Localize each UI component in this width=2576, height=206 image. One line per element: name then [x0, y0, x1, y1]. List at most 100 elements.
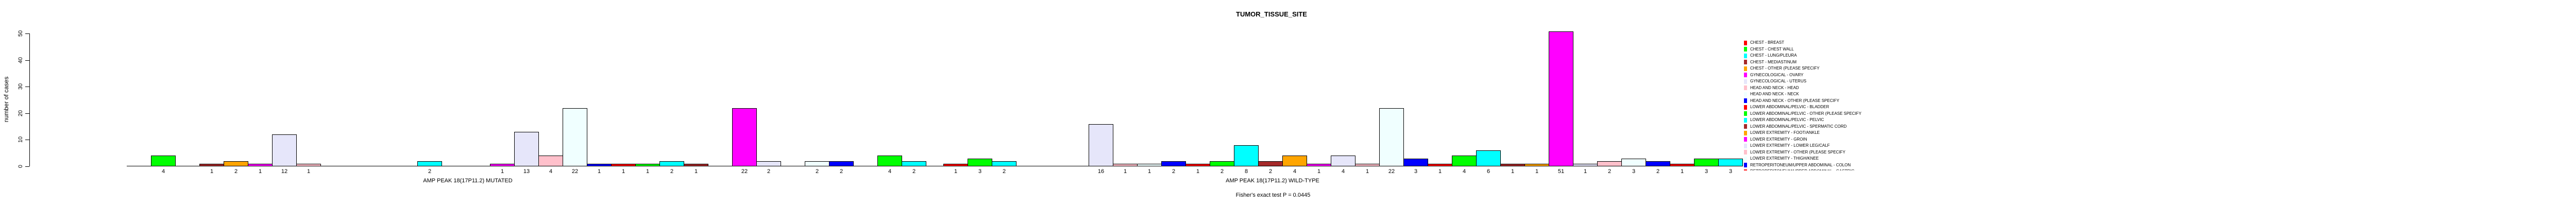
bar-value-label: 1 [1123, 168, 1127, 175]
bar-value-label: 3 [1414, 168, 1418, 175]
bar-group2-cat15 [1282, 156, 1307, 166]
y-tick-label: 30 [18, 83, 24, 90]
legend-item-label: GYNECOLOGICAL - OVARY [1750, 72, 1804, 77]
legend-swatch [1744, 156, 1747, 161]
y-tick-mark [25, 166, 29, 167]
legend-item-label: CHEST - CHEST WALL [1750, 46, 1794, 52]
bar-value-label: 3 [1728, 168, 1733, 175]
legend-swatch [1744, 163, 1747, 168]
legend-swatch [1744, 79, 1747, 84]
bar-value-label: 2 [1002, 168, 1006, 175]
bar-group2-cat7 [1089, 124, 1113, 166]
legend-swatch [1744, 150, 1747, 155]
y-axis-line [29, 33, 30, 166]
bar-value-label: 1 [694, 168, 698, 175]
legend-item-label: HEAD AND NECK - NECK [1750, 92, 1799, 96]
bar-value-label: 1 [500, 168, 504, 175]
bar-value-label: 2 [1656, 168, 1660, 175]
legend-swatch [1744, 137, 1747, 142]
y-tick-label: 0 [18, 164, 24, 168]
legend-item-label: RETROPERITONEUM/UPPER ABDOMINAL - GASTRI… [1750, 168, 1854, 170]
bar-value-label: 1 [1196, 168, 1200, 175]
bar-value-label: 1 [646, 168, 650, 175]
legend-item: HEAD AND NECK - OTHER (PLEASE SPECIFY [1744, 98, 1960, 105]
bar-group2-cat20 [1403, 159, 1428, 166]
legend-item-label: CHEST - OTHER (PLEASE SPECIFY [1750, 66, 1820, 71]
bar-group2-cat22 [1452, 156, 1477, 166]
bar-value-label: 4 [1462, 168, 1466, 175]
bar-value-label: 16 [1097, 168, 1105, 175]
bar-group2-cat30 [1646, 161, 1670, 166]
legend-item: CHEST - BREAST [1744, 40, 1960, 46]
group-label-wildtype: AMP PEAK 18(17P11.2) WILD-TYPE [1226, 178, 1319, 184]
bar-group2-cat14 [1258, 161, 1283, 166]
bar-value-label: 22 [1388, 168, 1395, 175]
bar-group2-cat2 [968, 159, 992, 166]
legend-item-label: LOWER EXTREMITY - OTHER (PLEASE SPECIFY [1750, 149, 1845, 154]
bar-value-label: 1 [1147, 168, 1151, 175]
bar-group2-cat3 [992, 161, 1016, 166]
bar-value-label: 22 [571, 168, 579, 175]
legend-item: CHEST - LUNG/PLEURA [1744, 53, 1960, 59]
bar-value-label: 6 [1486, 168, 1490, 175]
y-tick-mark [25, 113, 29, 114]
legend: CHEST - BREAST CHEST - CHEST WALL CHEST - … [1744, 40, 1960, 170]
bar-group2-cat16 [1307, 164, 1331, 166]
legend-item-label: RETROPERITONEUM/UPPER ABDOMINAL - COLON [1750, 162, 1851, 167]
bar-value-label: 2 [912, 168, 916, 175]
legend-item: LOWER EXTREMITY - FOOT/ANKLE [1744, 130, 1960, 136]
legend-swatch [1744, 73, 1747, 78]
legend-swatch [1744, 169, 1747, 170]
bar-group1-cat7 [272, 134, 297, 166]
bar-group1-cat2 [151, 156, 176, 166]
legend-item: LOWER EXTREMITY - OTHER (PLEASE SPECIFY [1744, 149, 1960, 156]
legend-item: HEAD AND NECK - NECK [1744, 91, 1960, 98]
legend-item: HEAD AND NECK - HEAD [1744, 85, 1960, 92]
bar-value-label: 13 [523, 168, 530, 175]
bar-value-label: 51 [1557, 168, 1565, 175]
legend-swatch [1744, 105, 1747, 110]
legend-swatch [1744, 124, 1747, 129]
bar-group2-cat9 [1137, 164, 1162, 166]
bar-value-label: 1 [621, 168, 625, 175]
bar-group1-cat23 [659, 161, 684, 166]
legend-swatch [1744, 111, 1747, 116]
legend-item: LOWER ABDOMINAL/PELVIC - OTHER (PLEASE S… [1744, 111, 1960, 117]
legend-item-label: CHEST - MEDIASTINUM [1750, 59, 1797, 64]
bar-value-label: 3 [1632, 168, 1636, 175]
bar-value-label: 1 [1317, 168, 1321, 175]
bar-value-label: 4 [1293, 168, 1297, 175]
bar-value-label: 1 [597, 168, 601, 175]
bar-group1-cat20 [587, 164, 612, 166]
bar-value-label: 1 [307, 168, 311, 175]
bar-value-label: 1 [1535, 168, 1539, 175]
y-tick-mark [25, 60, 29, 61]
legend-swatch [1744, 98, 1747, 104]
bar-value-label: 2 [1607, 168, 1612, 175]
group-label-mutated: AMP PEAK 18(17P11.2) MUTATED [423, 178, 513, 184]
bar-group2-cat12 [1210, 161, 1234, 166]
bar-group2-cat17 [1331, 156, 1355, 166]
bar-group2-cat1 [943, 164, 968, 166]
bar-value-label: 1 [1511, 168, 1515, 175]
bar-value-label: 2 [670, 168, 674, 175]
bar-group1-cat33 [902, 161, 926, 166]
legend-swatch [1744, 66, 1747, 71]
bar-group2-cat10 [1161, 161, 1186, 166]
bar-group2-cat33 [1718, 159, 1743, 166]
bar-group1-cat4 [199, 164, 224, 166]
bar-group2-cat29 [1621, 159, 1646, 166]
bar-value-label: 1 [258, 168, 262, 175]
y-tick-mark [25, 33, 29, 35]
legend-item-label: LOWER ABDOMINAL/PELVIC - PELVIC [1750, 117, 1824, 122]
bar-value-label: 2 [839, 168, 843, 175]
bar-group2-cat24 [1500, 164, 1525, 166]
bar-value-label: 4 [161, 168, 165, 175]
bar-group1-cat18 [538, 156, 563, 166]
bar-group1-cat27 [756, 161, 781, 166]
bar-value-label: 1 [1438, 168, 1442, 175]
legend-swatch [1744, 143, 1747, 148]
legend-swatch [1744, 47, 1747, 52]
y-axis-label: number of cases [3, 76, 10, 123]
legend-item: LOWER ABDOMINAL/PELVIC - BLADDER [1744, 104, 1960, 111]
